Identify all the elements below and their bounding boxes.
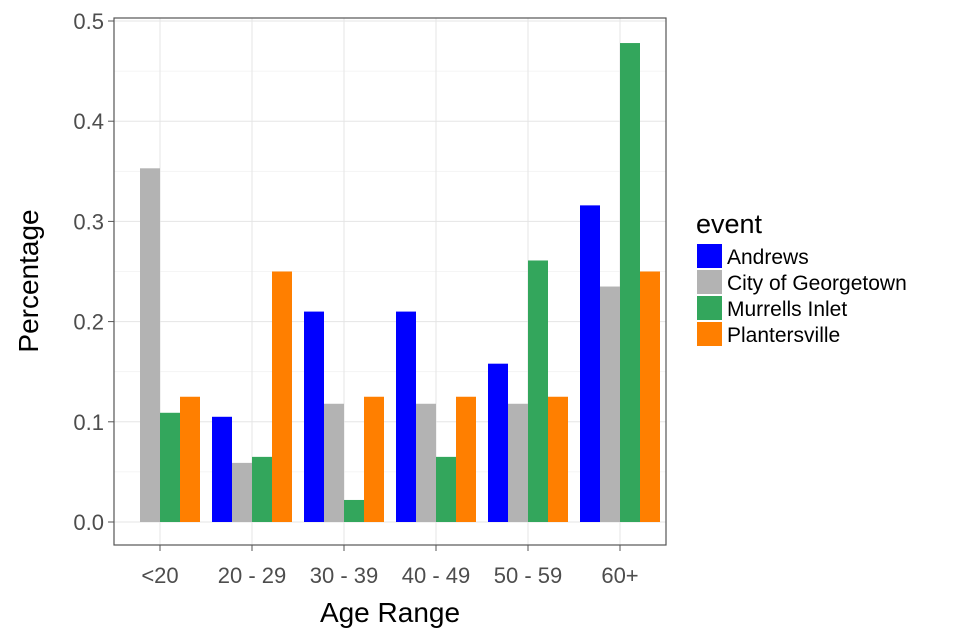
x-tick-label: 20 - 29 xyxy=(218,563,287,588)
bar-city-of-georgetown-2 xyxy=(324,403,344,522)
x-tick-label: 30 - 39 xyxy=(310,563,379,588)
legend-swatch xyxy=(697,244,722,268)
y-axis: 0.0 0.1 0.2 0.3 0.4 0.5 xyxy=(73,9,114,535)
bar-murrells-inlet-0 xyxy=(160,412,180,522)
legend-label: Andrews xyxy=(727,246,809,269)
bar-murrells-inlet-3 xyxy=(436,456,456,522)
bar-andrews-3 xyxy=(396,311,416,522)
y-axis-label: Percentage xyxy=(13,209,44,352)
bar-plantersville-0 xyxy=(180,396,200,522)
legend-swatch xyxy=(697,296,722,320)
bar-plantersville-2 xyxy=(364,396,384,522)
x-axis: <20 20 - 29 30 - 39 40 - 49 50 - 59 60+ xyxy=(141,545,639,588)
bar-murrells-inlet-1 xyxy=(252,456,272,522)
legend-label: Murrells Inlet xyxy=(727,298,847,321)
y-tick-label: 0.3 xyxy=(73,209,104,234)
bar-andrews-5 xyxy=(580,205,600,523)
bar-city-of-georgetown-5 xyxy=(600,286,620,522)
bar-plantersville-3 xyxy=(456,396,476,522)
y-tick-label: 0.5 xyxy=(73,9,104,34)
legend-label: Plantersville xyxy=(727,324,840,347)
bar-city-of-georgetown-1 xyxy=(232,462,252,522)
bar-city-of-georgetown-3 xyxy=(416,403,436,522)
y-tick-label: 0.1 xyxy=(73,410,104,435)
bar-plantersville-5 xyxy=(640,271,660,522)
bar-andrews-4 xyxy=(488,363,508,522)
legend-title: event xyxy=(696,209,763,239)
plot-panel-border xyxy=(113,17,667,546)
legend: event Andrews City of Georgetown Murrells … xyxy=(696,209,907,347)
bar-andrews-1 xyxy=(212,416,232,522)
bar-plantersville-4 xyxy=(548,396,568,522)
bar-murrells-inlet-5 xyxy=(620,43,640,522)
y-tick-label: 0.2 xyxy=(73,310,104,335)
x-tick-label: 60+ xyxy=(601,563,638,588)
legend-label: City of Georgetown xyxy=(727,272,907,295)
bar-murrells-inlet-4 xyxy=(528,260,548,522)
bars xyxy=(140,43,660,523)
x-tick-label: 50 - 59 xyxy=(494,563,563,588)
legend-swatch xyxy=(697,322,722,346)
bar-city-of-georgetown-0 xyxy=(140,168,160,522)
bar-murrells-inlet-2 xyxy=(344,499,364,522)
bar-city-of-georgetown-4 xyxy=(508,403,528,522)
legend-swatch xyxy=(697,270,722,294)
bar-andrews-2 xyxy=(304,311,324,522)
x-tick-label: 40 - 49 xyxy=(402,563,471,588)
bar-plantersville-1 xyxy=(272,271,292,522)
y-tick-label: 0.4 xyxy=(73,109,104,134)
x-tick-label: <20 xyxy=(141,563,178,588)
x-axis-label: Age Range xyxy=(320,597,460,628)
y-tick-label: 0.0 xyxy=(73,510,104,535)
